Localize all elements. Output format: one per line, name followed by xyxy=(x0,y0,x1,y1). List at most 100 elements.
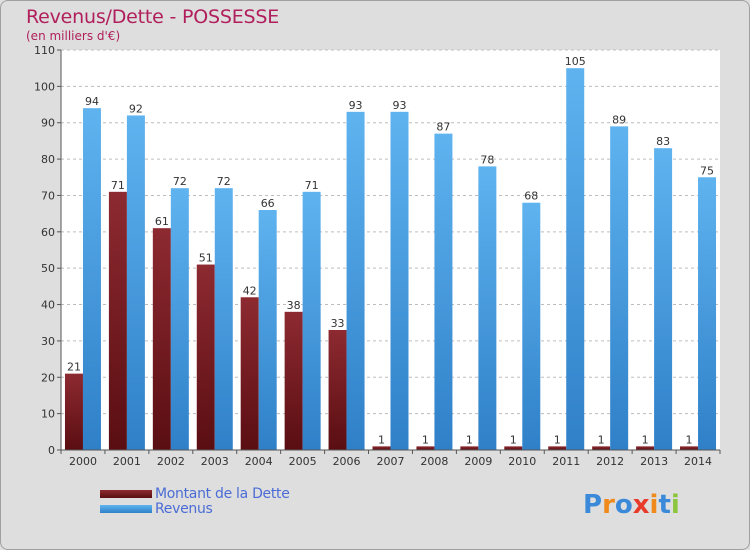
chart-title: Revenus/Dette - POSSESSE xyxy=(26,6,280,28)
data-label: 89 xyxy=(612,113,626,126)
data-label: 87 xyxy=(436,121,450,134)
bar-dette xyxy=(240,297,259,450)
bar-revenus xyxy=(654,148,673,450)
x-tick-label: 2007 xyxy=(377,455,405,468)
x-tick-label: 2014 xyxy=(684,455,712,468)
y-tick-label: 50 xyxy=(41,262,55,275)
data-label: 51 xyxy=(199,252,213,265)
data-label: 1 xyxy=(510,433,517,446)
bar-dette xyxy=(64,373,83,450)
data-label: 93 xyxy=(393,99,407,112)
legend-label-revenus: Revenus xyxy=(155,501,213,517)
legend-swatch-dette xyxy=(100,490,152,498)
x-tick-label: 2008 xyxy=(420,455,448,468)
bars xyxy=(64,68,717,451)
bar-dette xyxy=(592,446,611,450)
bar-dette xyxy=(152,228,171,450)
bar-dette xyxy=(548,446,567,450)
data-label: 1 xyxy=(378,433,385,446)
bar-revenus xyxy=(214,188,233,450)
chart-subtitle: (en milliers d'€) xyxy=(26,29,121,43)
y-tick-label: 0 xyxy=(48,444,55,457)
bar-revenus xyxy=(82,108,101,450)
data-label: 72 xyxy=(217,175,231,188)
bar-dette xyxy=(328,330,347,450)
legend-swatch-revenus xyxy=(100,505,152,513)
data-label: 78 xyxy=(480,153,494,166)
bar-revenus xyxy=(390,111,409,451)
bar-dette xyxy=(416,446,435,450)
data-label: 1 xyxy=(554,433,561,446)
data-label: 1 xyxy=(686,433,693,446)
y-tick-label: 60 xyxy=(41,226,55,239)
legend-label-dette: Montant de la Dette xyxy=(155,486,290,502)
bar-dette xyxy=(460,446,479,450)
data-label: 33 xyxy=(331,317,345,330)
bar-revenus xyxy=(434,133,453,451)
bar-revenus xyxy=(346,111,365,451)
x-tick-label: 2001 xyxy=(113,455,141,468)
logo-letter: i xyxy=(649,490,659,520)
data-label: 1 xyxy=(598,433,605,446)
data-label: 1 xyxy=(642,433,649,446)
y-tick-label: 90 xyxy=(41,117,55,130)
x-tick-label: 2010 xyxy=(508,455,536,468)
logo-letter: o xyxy=(614,490,633,520)
logo-letter: r xyxy=(602,490,615,520)
data-label: 61 xyxy=(155,215,169,228)
data-labels: 21 94 71 92 61 72 51 72 42 66 38 71 33 93 1 93 1 87 1 78 1 68… xyxy=(67,55,714,446)
x-tick-label: 2011 xyxy=(552,455,580,468)
data-label: 38 xyxy=(287,299,301,312)
x-tick-label: 2009 xyxy=(464,455,492,468)
data-label: 72 xyxy=(173,175,187,188)
bar-revenus xyxy=(170,188,189,450)
y-tick-label: 40 xyxy=(41,299,55,312)
logo-letter: i xyxy=(670,490,680,520)
x-axis: 2000 2001 2002 2003 2004 2005 2006 2007 2008 2009… xyxy=(60,449,721,468)
bar-revenus xyxy=(522,202,541,450)
data-label: 21 xyxy=(67,361,81,374)
x-tick-label: 2002 xyxy=(157,455,185,468)
data-label: 42 xyxy=(243,284,257,297)
bar-revenus xyxy=(258,210,277,450)
y-tick-label: 10 xyxy=(41,408,55,421)
data-label: 66 xyxy=(261,197,275,210)
data-label: 94 xyxy=(85,95,99,108)
x-tick-label: 2004 xyxy=(245,455,273,468)
bar-dette xyxy=(504,446,523,450)
bar-dette xyxy=(636,446,655,450)
data-label: 1 xyxy=(466,433,473,446)
y-tick-label: 70 xyxy=(41,189,55,202)
data-label: 68 xyxy=(524,190,538,203)
y-tick-label: 110 xyxy=(34,44,55,57)
logo-letter: P xyxy=(583,490,603,520)
bar-revenus xyxy=(610,126,629,450)
data-label: 71 xyxy=(305,179,319,192)
data-label: 1 xyxy=(422,433,429,446)
legend-item-revenus: Revenus xyxy=(100,501,213,517)
x-tick-label: 2012 xyxy=(596,455,624,468)
x-tick-label: 2013 xyxy=(640,455,668,468)
logo-letter: t xyxy=(658,490,671,520)
y-tick-label: 20 xyxy=(41,371,55,384)
bar-dette xyxy=(680,446,699,450)
bar-revenus xyxy=(478,166,497,450)
bar-dette xyxy=(372,446,391,450)
data-label: 92 xyxy=(129,102,143,115)
y-axis: 0 10 20 30 40 50 60 70 80 90 100 110 xyxy=(34,44,62,457)
data-label: 105 xyxy=(565,55,586,68)
data-label: 71 xyxy=(111,179,125,192)
bar-dette xyxy=(108,191,127,450)
bar-revenus xyxy=(302,191,321,450)
x-tick-label: 2000 xyxy=(69,455,97,468)
y-tick-label: 80 xyxy=(41,153,55,166)
bar-dette xyxy=(284,311,303,450)
x-tick-label: 2005 xyxy=(289,455,317,468)
bar-revenus xyxy=(126,115,145,451)
x-tick-label: 2003 xyxy=(201,455,229,468)
bar-revenus xyxy=(698,177,717,451)
y-tick-label: 100 xyxy=(34,80,55,93)
logo-letter: x xyxy=(632,490,650,520)
x-tick-label: 2006 xyxy=(333,455,361,468)
